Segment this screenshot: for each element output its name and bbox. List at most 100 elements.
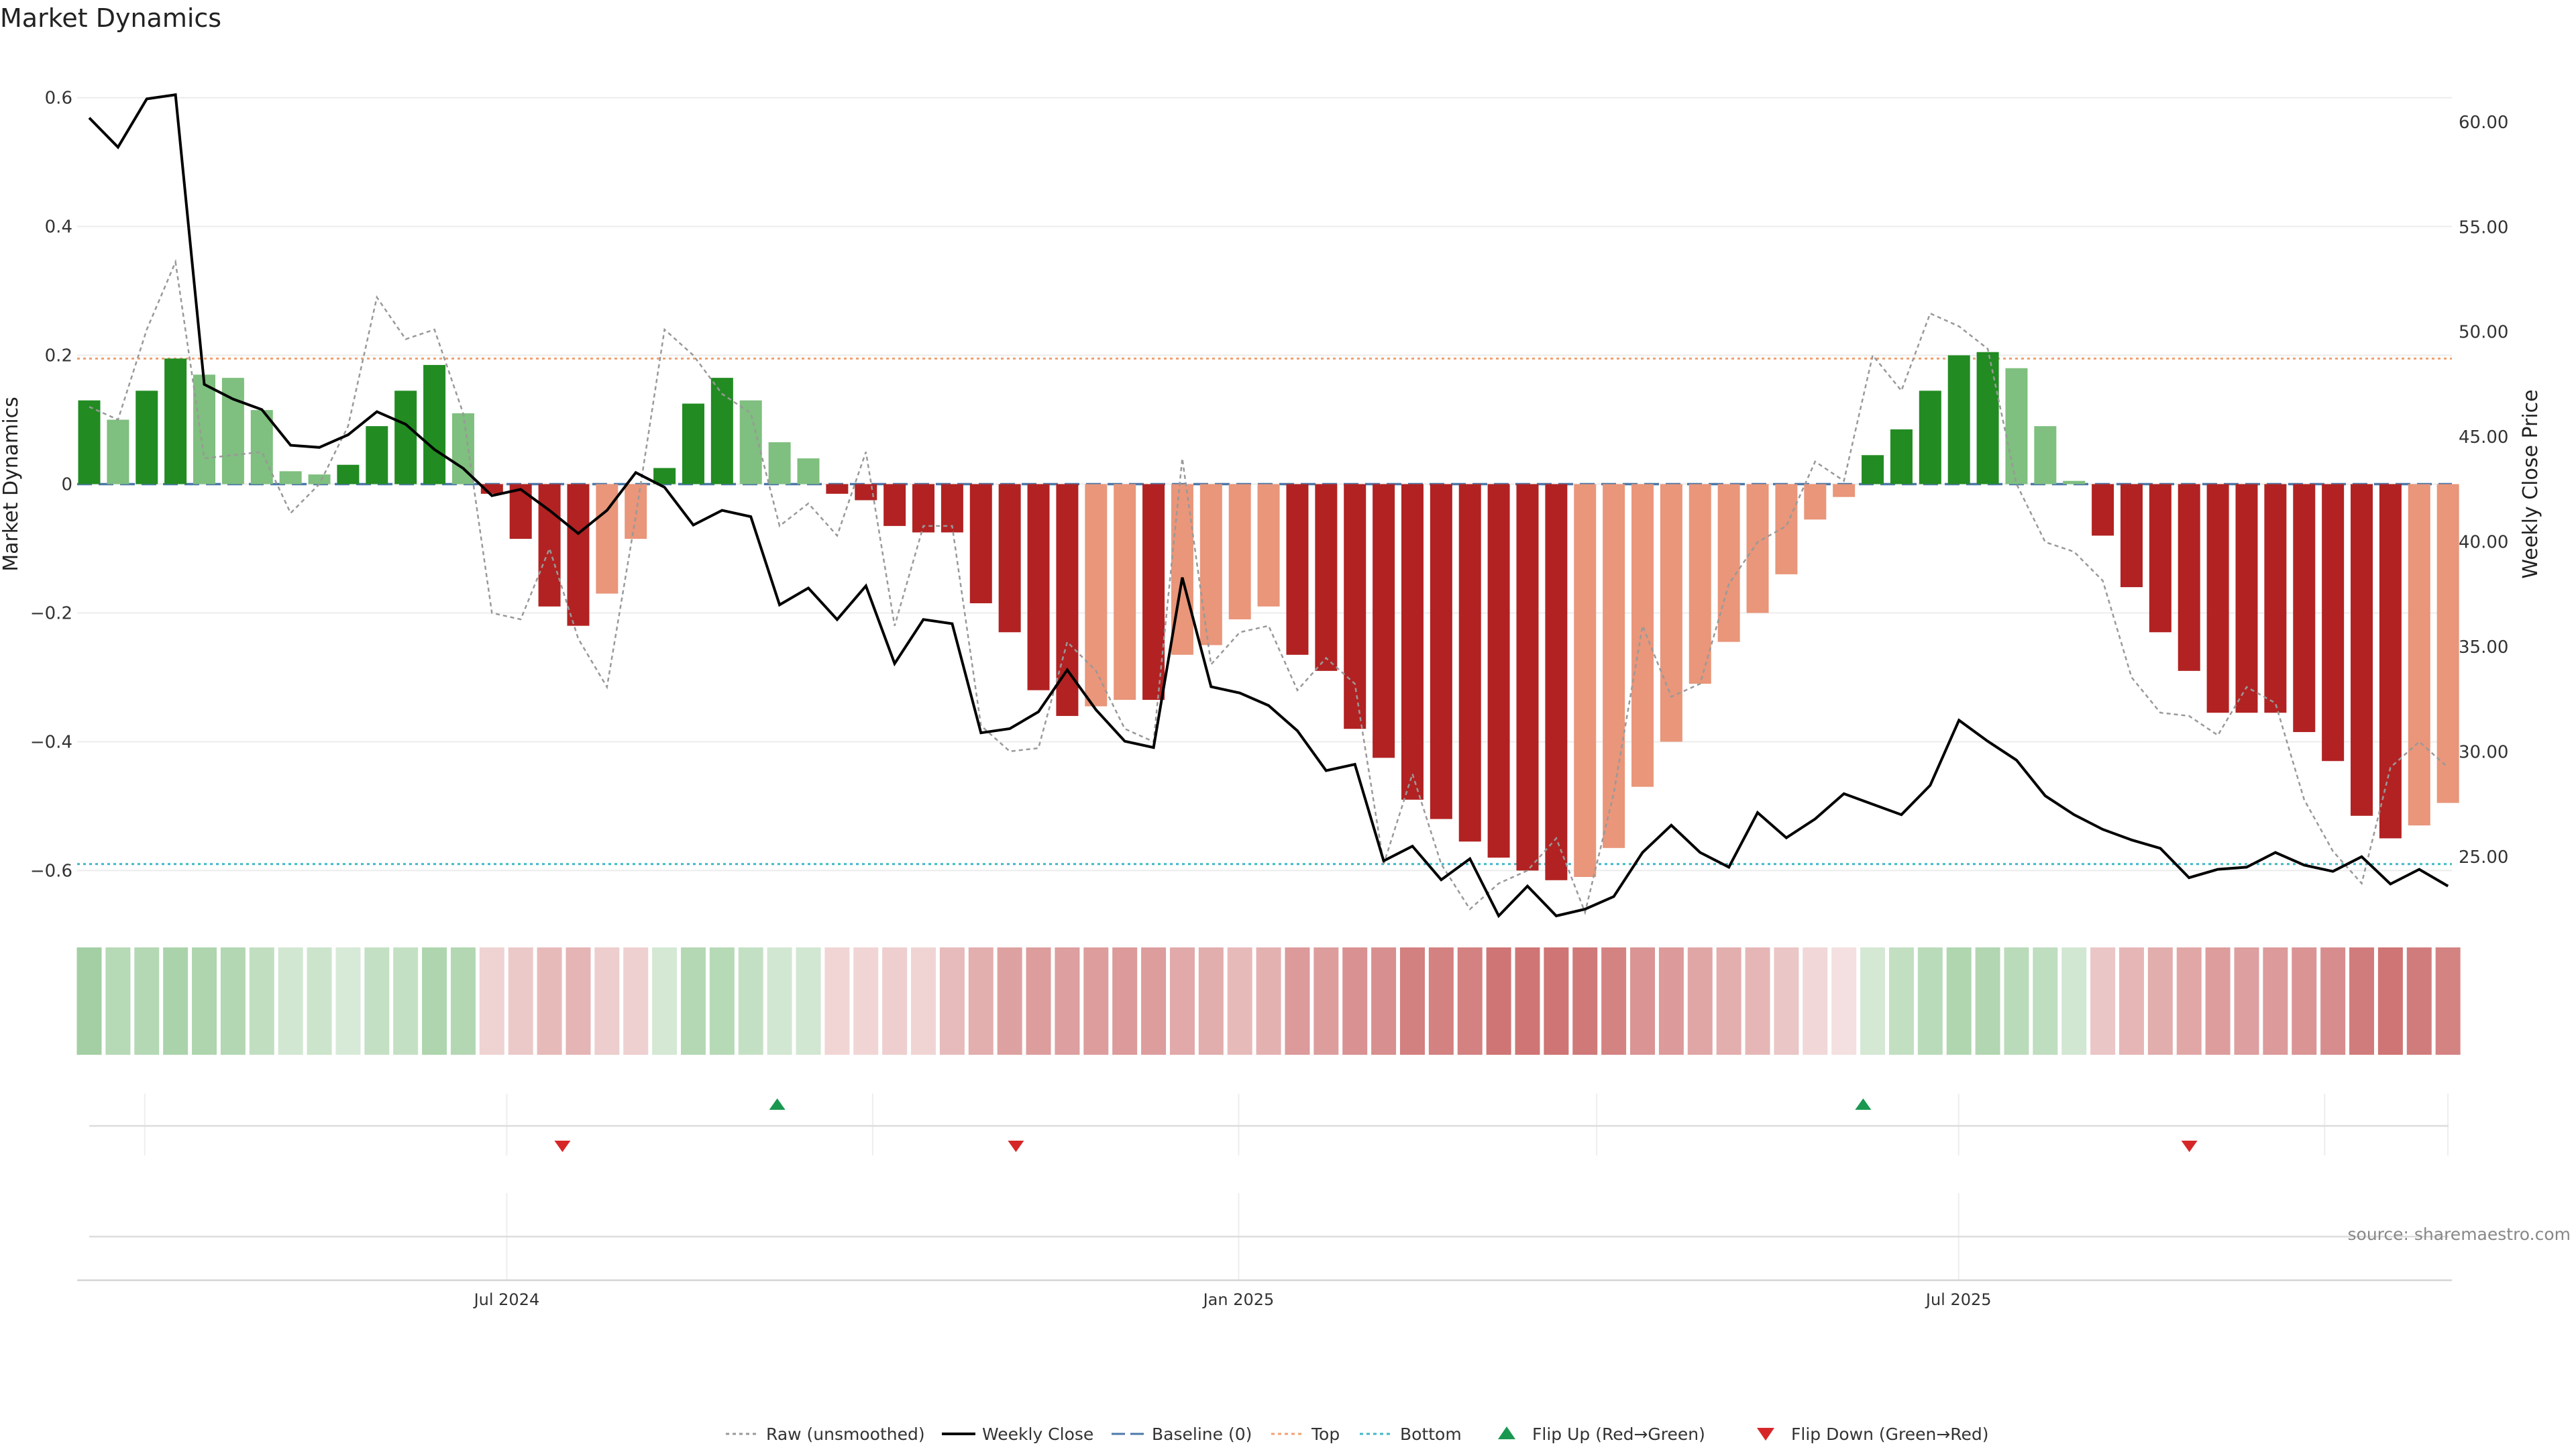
- strip-cell: [479, 947, 504, 1055]
- md-bar: [164, 358, 187, 484]
- strip-cell: [307, 947, 332, 1055]
- strip-cell: [537, 947, 562, 1055]
- strip-cell: [1687, 947, 1713, 1055]
- md-bar: [1142, 484, 1165, 701]
- strip-cell: [1803, 947, 1828, 1055]
- md-bar: [1660, 484, 1682, 742]
- strip-cell: [1888, 947, 1914, 1055]
- md-bar: [2351, 484, 2373, 816]
- strip-cell: [1917, 947, 1943, 1055]
- y2-tick-label: 60.00: [2459, 113, 2508, 133]
- md-bar: [1228, 484, 1251, 620]
- strip-cell: [1055, 947, 1080, 1055]
- md-bar: [1717, 484, 1740, 642]
- y2-tick-label: 35.00: [2459, 637, 2508, 658]
- strip-cell: [2234, 947, 2259, 1055]
- md-bar: [250, 410, 273, 484]
- y-tick-label: −0.6: [30, 861, 72, 881]
- strip-cell: [1342, 947, 1368, 1055]
- strip-cell: [249, 947, 274, 1055]
- legend-item: Weekly Close: [942, 1424, 1093, 1444]
- sentiment-strip: [76, 947, 2461, 1055]
- strip-cell: [1026, 947, 1051, 1055]
- y2-tick-label: 30.00: [2459, 742, 2508, 762]
- strip-cell: [1860, 947, 1886, 1055]
- y2-tick-label: 25.00: [2459, 847, 2508, 868]
- md-bar: [1545, 484, 1568, 880]
- strip-cell: [1227, 947, 1252, 1055]
- md-bar: [797, 458, 820, 484]
- strip-cell: [680, 947, 706, 1055]
- md-bar: [2120, 484, 2143, 588]
- strip-cell: [105, 947, 131, 1055]
- md-bar: [1947, 355, 1970, 484]
- md-bar: [567, 484, 590, 626]
- md-bar: [1027, 484, 1050, 690]
- y-tick-label: 0: [61, 475, 72, 495]
- md-bar: [768, 442, 791, 484]
- strip-cell: [594, 947, 620, 1055]
- md-bar: [136, 391, 158, 484]
- md-bar: [1862, 455, 1884, 484]
- strip-cell: [220, 947, 246, 1055]
- md-bar: [1833, 484, 1856, 497]
- legend-label: Baseline (0): [1152, 1424, 1252, 1444]
- x-tick-label: Jan 2025: [1202, 1290, 1275, 1309]
- md-bar: [682, 403, 704, 484]
- y2-tick-label: 45.00: [2459, 427, 2508, 448]
- strip-cell: [623, 947, 649, 1055]
- md-bar: [1085, 484, 1108, 707]
- strip-cell: [1658, 947, 1684, 1055]
- strip-cell: [2004, 947, 2029, 1055]
- strip-cell: [278, 947, 303, 1055]
- md-bar: [2264, 484, 2287, 713]
- md-bar: [2149, 484, 2171, 633]
- strip-cell: [2377, 947, 2403, 1055]
- md-bar: [855, 484, 877, 501]
- md-bar: [394, 391, 417, 484]
- strip-cell: [335, 947, 361, 1055]
- strip-cell: [2033, 947, 2058, 1055]
- md-bar: [1890, 429, 1913, 484]
- strip-cell: [1112, 947, 1138, 1055]
- y-tick-label: −0.2: [30, 603, 72, 623]
- md-bar: [2178, 484, 2200, 671]
- md-bar: [1344, 484, 1366, 729]
- md-bar: [279, 471, 302, 484]
- md-bar: [2092, 484, 2114, 536]
- strip-cell: [1572, 947, 1598, 1055]
- legend-label: Weekly Close: [982, 1424, 1093, 1444]
- md-bar: [2005, 368, 2028, 484]
- x-tick-label: Jul 2025: [1925, 1290, 1992, 1309]
- md-bar: [998, 484, 1021, 633]
- strip-cell: [134, 947, 160, 1055]
- md-bar: [653, 468, 676, 484]
- md-bar: [941, 484, 963, 533]
- md-bar: [739, 400, 762, 484]
- md-bar: [366, 426, 388, 484]
- flip-down-marker: [554, 1141, 571, 1152]
- md-bar: [1976, 352, 1999, 484]
- strip-cell: [882, 947, 908, 1055]
- md-bar: [1315, 484, 1338, 671]
- md-bar: [912, 484, 935, 533]
- legend-item: Flip Down (Green→Red): [1757, 1424, 1989, 1444]
- md-bar: [337, 464, 360, 484]
- strip-cell: [566, 947, 591, 1055]
- strip-cell: [824, 947, 850, 1055]
- strip-cell: [1313, 947, 1339, 1055]
- raw-unsmoothed-line: [89, 258, 2449, 915]
- strip-cell: [2406, 947, 2432, 1055]
- y-tick-label: −0.4: [30, 732, 72, 752]
- strip-cell: [767, 947, 792, 1055]
- strip-cell: [2435, 947, 2461, 1055]
- strip-cell: [1428, 947, 1454, 1055]
- md-bar: [1056, 484, 1079, 717]
- strip-cell: [853, 947, 879, 1055]
- legend: Raw (unsmoothed) Weekly Close Baseline (0)…: [726, 1424, 1989, 1444]
- legend-flip-up-icon: [1498, 1427, 1515, 1439]
- md-bar: [2034, 426, 2057, 484]
- strip-cell: [1141, 947, 1167, 1055]
- strip-cell: [1774, 947, 1799, 1055]
- md-bar: [308, 474, 331, 484]
